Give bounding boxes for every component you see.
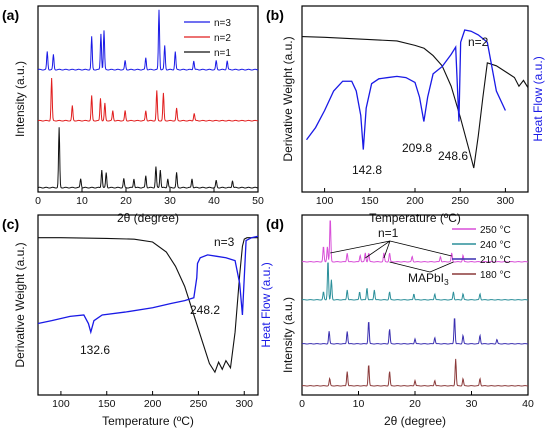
annotation-b: n=2 [468,35,489,49]
y-axis-label-left-b: Derivative Weight (a.u.) [281,36,295,161]
legend-label-n-3: n=3 [214,18,231,29]
annotation-c: n=3 [214,235,235,249]
axes-frame-a [37,5,259,193]
series-line-210C [301,318,529,345]
annotation-n1: n=1 [378,226,399,240]
y-axis-label-left-c: Derivative Weight (a.u.) [13,242,27,367]
x-axis-label-c: Temperature (ºC) [102,414,194,428]
axes-frame-c [37,214,259,396]
y-axis-label-right-c: Heat Flow (a.u.) [259,262,273,347]
annotation-leader-n1 [383,240,391,259]
series-line-n-3 [37,9,259,71]
derivative-weight-line-c [38,237,258,374]
x-tick-label-b: 300 [497,195,515,207]
x-tick-label-a: 40 [208,195,220,207]
x-tick-label-d: 40 [522,398,534,410]
x-axis-label-b: Temperature (ºC) [369,211,461,225]
x-tick-label-c: 200 [144,398,162,410]
x-tick-label-b: 100 [316,195,334,207]
legend-label-n-2: n=2 [214,33,231,44]
x-axis-label-d: 2θ (degree) [384,414,446,428]
x-tick-label-b: 150 [361,195,379,207]
x-tick-label-c: 100 [52,398,70,410]
x-tick-label-d: 30 [466,398,478,410]
axes-frame-b [301,5,529,193]
heat-flow-line-c [37,235,259,335]
legend-label: 240 °C [480,240,511,251]
x-tick-label-a: 10 [76,195,88,207]
x-tick-label-d: 20 [409,398,421,410]
x-tick-label-c: 150 [98,398,116,410]
panel-d: 0 10 20 30 40 (d) n=1 MAPbI3 2θ (degree) Intensit… [266,214,534,428]
x-tick-label-d: 0 [299,398,305,410]
series-line-180C [301,358,529,387]
panel-label-b: (b) [266,7,284,23]
legend-label: 250 °C [480,225,511,236]
x-tick-label-a: 50 [252,195,264,207]
x-axis-label-a: 2θ (degree) [117,211,179,225]
y-axis-label-right-b: Heat Flow (a.u.) [531,56,545,141]
panel-label-a: (a) [2,7,19,23]
annotation-leader-mapbi3 [429,261,454,273]
legend-label: 210 °C [480,255,511,266]
x-tick-label-b: 200 [406,195,424,207]
derivative-weight-line-b [301,36,529,169]
annotation-leader-n1 [330,240,391,254]
annotation-leader-mapbi3 [389,261,431,273]
x-tick-label-c: 300 [235,398,253,410]
peak-label-b: 142.8 [352,163,382,177]
series-line-n-2 [37,78,259,122]
x-tick-label-a: 30 [164,195,176,207]
panel-label-d: (d) [266,216,284,232]
annotation-leader-n1 [389,240,452,257]
annotation-leader-n1 [365,240,391,259]
annotation-mapbi3-subscript: 3 [444,277,449,287]
x-tick-label-b: 250 [451,195,469,207]
x-tick-label-d: 10 [353,398,365,410]
x-tick-label-a: 0 [35,195,41,207]
heat-flow-line-b [305,29,506,150]
panel-b: 100 150 200 250 300 (b) n=2 142.8 209.8 248.6 Temp… [266,5,545,225]
peak-label-c: 248.2 [190,303,220,317]
panel-c: 100 150 200 250 300 (c) n=3 248.2 132.6 Temperatu… [2,214,273,428]
x-tick-label-a: 20 [120,195,132,207]
annotation-mapbi3: MAPbI3 [408,271,449,287]
y-axis-label-a: Intensity (a.u.) [13,61,27,137]
panel-label-c: (c) [2,216,19,232]
peak-label-c: 132.6 [80,343,110,357]
legend-label-n-1: n=1 [214,48,231,59]
y-axis-label-d: Intensity (a.u.) [281,297,295,373]
legend-label: 180 °C [480,270,511,281]
x-tick-label-c: 250 [190,398,208,410]
series-line-240C [301,262,529,301]
peak-label-b: 248.6 [438,149,468,163]
peak-label-b: 209.8 [402,141,432,155]
series-line-n-1 [37,127,259,189]
series-line-250C [301,220,529,263]
panel-a: 0 10 20 30 40 50 (a) 2θ (degree) Intensity (a.u.… [2,5,264,225]
